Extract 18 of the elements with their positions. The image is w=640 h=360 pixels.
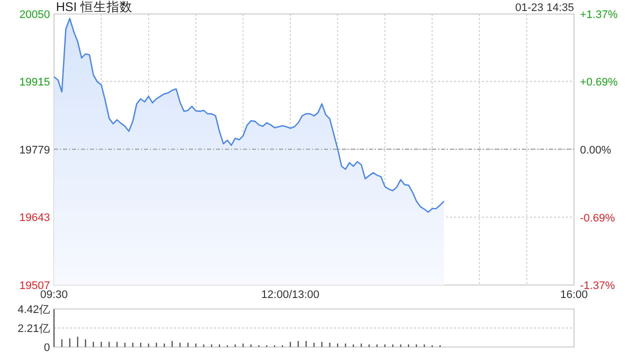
y-tick-label: 19643 xyxy=(19,212,50,224)
x-tick-label: 09:30 xyxy=(40,289,68,301)
y2-tick-label: -1.37% xyxy=(580,280,616,292)
annotation: 01-23 14:35 xyxy=(515,2,574,14)
y-tick-label: 0 xyxy=(44,342,50,354)
y2-tick-label: -0.69% xyxy=(580,212,616,225)
y-tick-label: 4.42亿 xyxy=(18,304,50,316)
x-tick-label: 12:00/13:00 xyxy=(261,289,320,301)
y2-tick-label: 0.00% xyxy=(580,144,612,156)
y2-tick-label: +1.37% xyxy=(580,9,618,21)
y-tick-label: 20050 xyxy=(19,9,50,21)
y2-tick-label: +0.69% xyxy=(580,76,618,88)
y-tick-label: 19915 xyxy=(19,76,50,88)
x-tick-label: 16:00 xyxy=(560,289,588,301)
y-tick-label: 19507 xyxy=(19,280,50,292)
y-tick-label: 19779 xyxy=(19,144,50,156)
chart-title: HSI 恒生指数 xyxy=(56,0,132,14)
y-tick-label: 2.21亿 xyxy=(18,323,50,335)
